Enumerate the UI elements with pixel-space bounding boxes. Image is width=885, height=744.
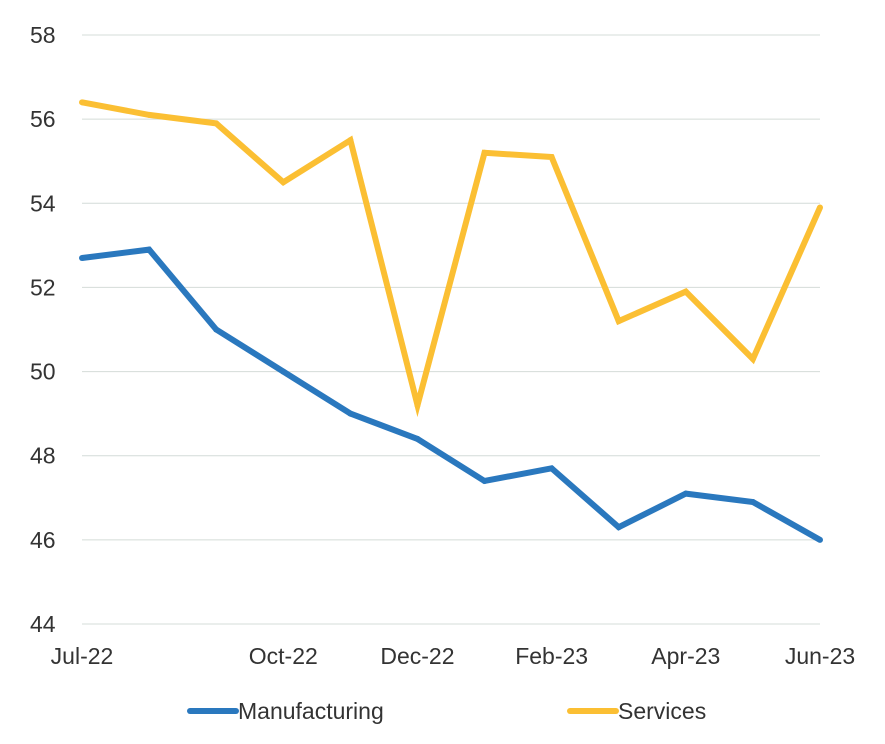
- data-point-services: [280, 179, 287, 186]
- x-tick-label: Feb-23: [515, 643, 588, 669]
- x-tick-label: Apr-23: [651, 643, 720, 669]
- data-point-manufacturing: [749, 498, 756, 505]
- legend-label-manufacturing: Manufacturing: [238, 698, 384, 724]
- data-point-services: [548, 154, 555, 161]
- data-point-manufacturing: [615, 524, 622, 531]
- data-point-manufacturing: [79, 254, 85, 261]
- data-point-services: [146, 111, 153, 118]
- series-line-services: [81, 99, 823, 418]
- data-point-manufacturing: [817, 536, 823, 543]
- x-tick-label: Jun-23: [785, 643, 855, 669]
- y-tick-label: 52: [30, 274, 56, 300]
- y-tick-label: 44: [30, 611, 56, 637]
- data-point-manufacturing: [682, 490, 689, 497]
- data-point-services: [817, 204, 823, 211]
- x-tick-label: Oct-22: [249, 643, 318, 669]
- data-point-services: [347, 137, 354, 144]
- data-point-manufacturing: [280, 368, 287, 375]
- legend: Manufacturing Services: [187, 698, 706, 724]
- data-point-manufacturing: [146, 246, 153, 253]
- legend-label-services: Services: [618, 698, 706, 724]
- series-line-manufacturing: [81, 246, 822, 543]
- data-point-services: [682, 288, 689, 295]
- data-point-manufacturing: [414, 435, 421, 442]
- data-point-services: [749, 355, 756, 362]
- legend-item-services: Services: [567, 698, 706, 724]
- y-tick-label: 48: [30, 443, 56, 469]
- data-point-manufacturing: [548, 465, 555, 472]
- y-tick-label: 50: [30, 359, 56, 385]
- y-tick-label: 56: [30, 106, 56, 132]
- y-tick-label: 54: [30, 190, 56, 216]
- x-axis-tick-labels: Jul-22 Oct-22 Dec-22 Feb-23 Apr-23 Jun-23: [51, 643, 855, 669]
- data-point-manufacturing: [347, 410, 354, 417]
- y-axis-tick-labels: 44 46 48 50 52 54 56 58: [30, 22, 56, 637]
- data-point-manufacturing: [213, 326, 220, 333]
- data-point-services: [481, 149, 488, 156]
- y-tick-label: 58: [30, 22, 56, 48]
- data-point-services: [79, 99, 85, 106]
- data-point-manufacturing: [481, 477, 488, 484]
- y-tick-label: 46: [30, 527, 56, 553]
- data-point-services: [414, 402, 421, 409]
- x-tick-label: Dec-22: [380, 643, 454, 669]
- legend-item-manufacturing: Manufacturing: [187, 698, 384, 724]
- data-point-services: [213, 120, 220, 127]
- series-lines: [79, 99, 823, 543]
- data-point-services: [615, 318, 622, 325]
- x-tick-label: Jul-22: [51, 643, 114, 669]
